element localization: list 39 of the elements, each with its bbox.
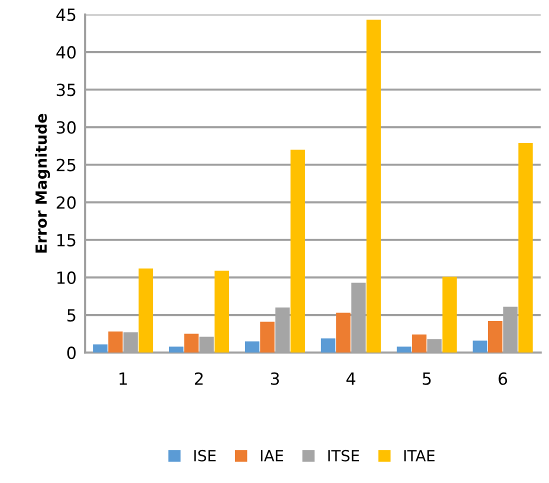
bar [412,334,426,353]
x-tick-label: 6 [498,372,508,385]
y-tick-label: 30 [56,121,76,134]
bar [93,344,108,353]
bar [214,270,230,353]
legend-label: IAE [260,450,284,462]
x-tick-label: 3 [270,372,279,385]
y-tick-label: 5 [67,309,76,322]
bar [260,322,275,353]
legend-label: ITAE [404,450,435,462]
bar [396,346,412,353]
bar [442,276,457,353]
y-tick-label: 45 [56,8,76,22]
y-tick-label: 10 [57,271,76,284]
bar [244,341,260,353]
y-axis-title: Error Magnitude [35,114,50,253]
bar [336,312,351,353]
bar [472,340,488,353]
bar [169,346,184,353]
bar [108,332,123,353]
y-tick-label: 15 [57,234,76,246]
legend-label: ISE [194,450,216,462]
bar [290,150,305,353]
bar [184,334,199,353]
y-tick-label: 20 [56,196,76,209]
bar [488,321,502,353]
legend-label: ITSE [328,450,360,462]
bar [138,268,154,353]
bar [518,142,533,353]
bar [366,20,381,353]
x-tick-label: 4 [346,372,356,385]
bar [320,338,336,353]
y-tick-label: 40 [56,46,76,59]
y-tick-label: 25 [56,158,76,172]
x-tick-label: 1 [120,372,127,385]
x-tick-label: 5 [422,372,431,385]
y-tick-label: 0 [67,346,76,360]
x-tick-label: 2 [194,372,203,385]
y-tick-label: 35 [56,84,76,96]
